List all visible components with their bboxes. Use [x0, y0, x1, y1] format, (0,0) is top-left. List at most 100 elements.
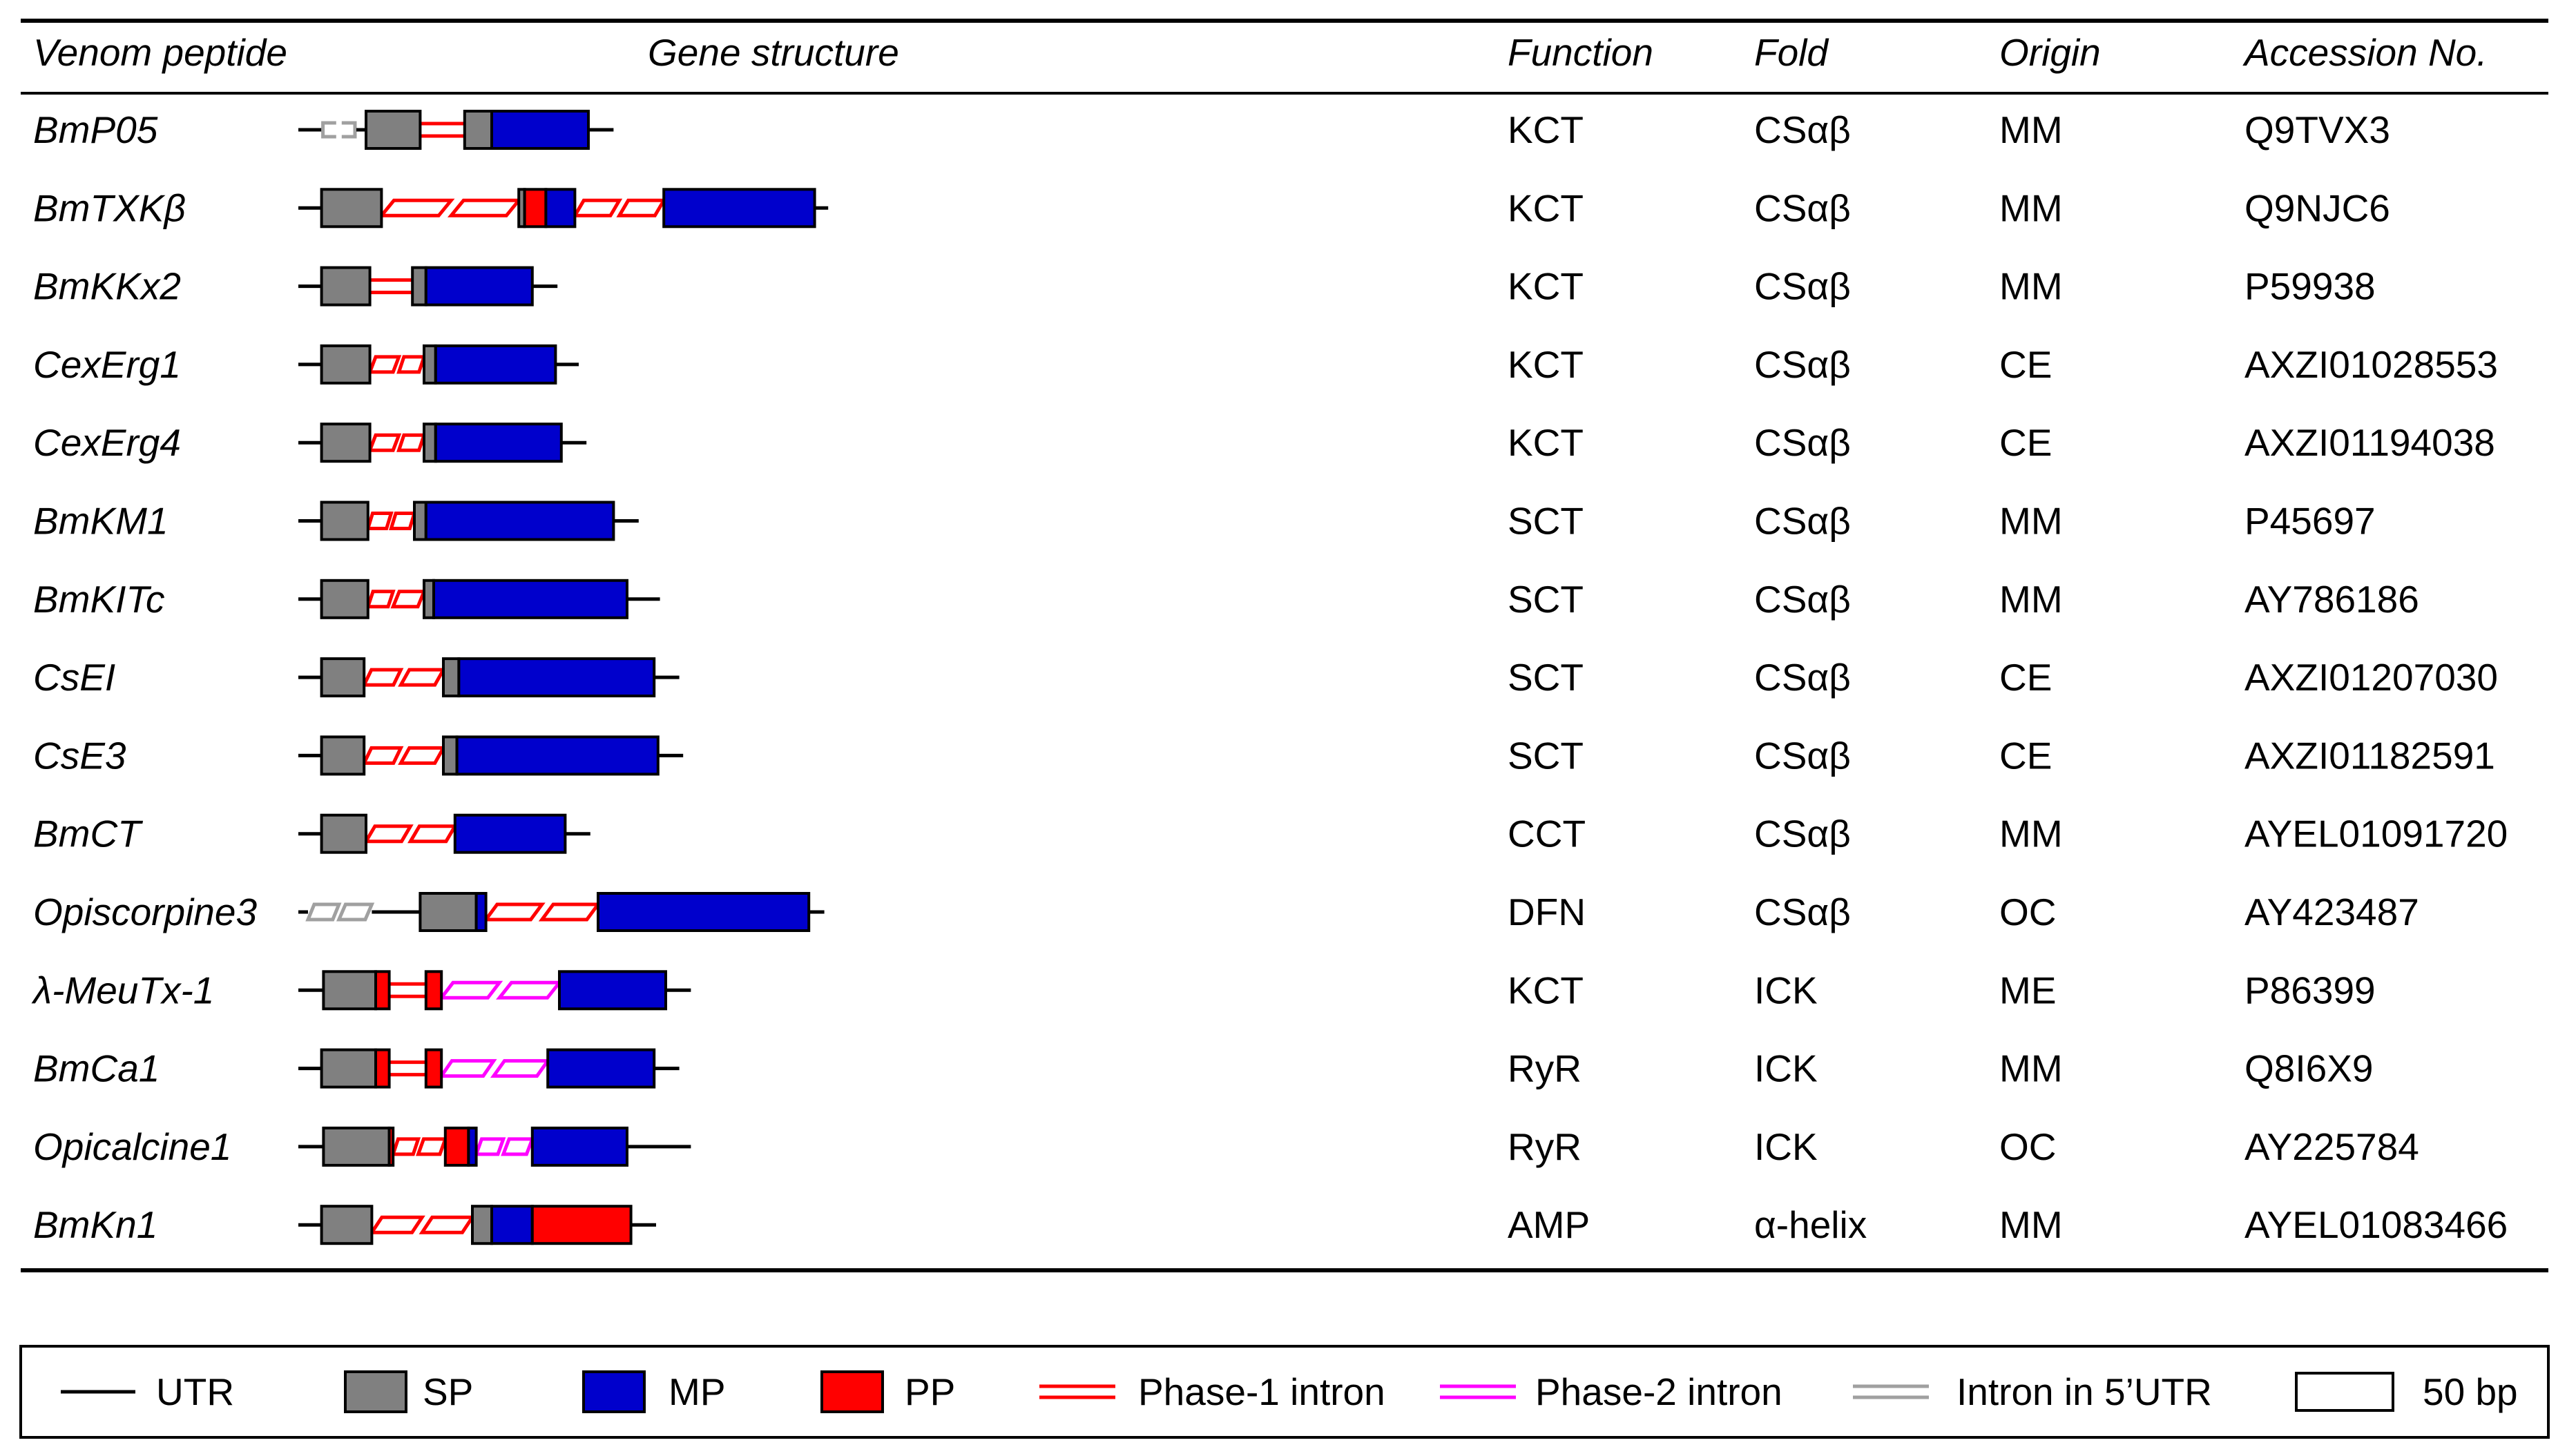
origin-cell: MM [1999, 186, 2063, 229]
peptide-name: Opicalcine1 [33, 1125, 231, 1168]
peptide-name: BmCa1 [33, 1047, 160, 1090]
segment-phase1-intron [616, 198, 667, 217]
table-row: BmKKx2 KCT CSαβ MM P59938 [33, 265, 2376, 308]
peptide-name: BmCT [33, 813, 143, 855]
legend-item-PP: PP [820, 1370, 955, 1413]
origin-cell: CE [1999, 734, 2052, 777]
fold-cell: CSαβ [1754, 813, 1851, 855]
segment-phase1-intron [398, 746, 447, 765]
legend-mp-swatch [582, 1370, 646, 1413]
function-cell: RyR [1508, 1125, 1581, 1168]
segment-mp-box [467, 1126, 478, 1167]
legend-sp-swatch [344, 1370, 407, 1413]
accession-cell: Q9TVX3 [2244, 108, 2390, 151]
peptide-name: BmKKx2 [33, 265, 181, 308]
function-cell: DFN [1508, 891, 1586, 933]
table-row: BmP05 KCT CSαβ MM Q9TVX3 [33, 108, 2390, 151]
origin-cell: CE [1999, 421, 2052, 464]
segment-sp-box [320, 735, 366, 776]
peptide-name: CsE3 [33, 734, 126, 777]
accession-cell: P59938 [2244, 265, 2376, 308]
segment-phase2-intron [474, 1137, 506, 1156]
segment-pp-box [387, 1126, 395, 1167]
origin-cell: MM [1999, 265, 2063, 308]
fold-cell: α-helix [1754, 1203, 1867, 1246]
segment-sp-box [320, 813, 368, 854]
function-cell: SCT [1508, 500, 1584, 543]
segment-pp-box [424, 970, 443, 1011]
gene-structure-track [298, 892, 825, 932]
gene-structure-track [298, 813, 590, 854]
origin-cell: MM [1999, 1203, 2063, 1246]
table-row: BmCT CCT CSαβ MM AYEL01091720 [33, 813, 2508, 855]
function-cell: CCT [1508, 813, 1586, 855]
fold-cell: CSαβ [1754, 500, 1851, 543]
origin-cell: MM [1999, 1047, 2063, 1090]
origin-cell: MM [1999, 813, 2063, 855]
segment-phase1-intron [398, 668, 447, 687]
function-cell: KCT [1508, 265, 1584, 308]
legend-item-SP: SP [344, 1370, 473, 1413]
table-row: BmKITc SCT CSαβ MM AY786186 [33, 578, 2419, 621]
segment-pp-box [443, 1126, 470, 1167]
fold-cell: CSαβ [1754, 891, 1851, 933]
legend-label: 50 bp [2423, 1370, 2518, 1413]
function-cell: KCT [1508, 421, 1584, 464]
table-row: BmTXKβ KCT CSαβ MM Q9NJC6 [33, 186, 2390, 229]
origin-cell: MM [1999, 108, 2063, 151]
gene-structure-track [298, 188, 829, 229]
segment-phase1-intron [447, 198, 523, 217]
gene-structure-track [298, 501, 639, 541]
segment-utr5-intron [305, 902, 342, 922]
segment-mp-box [546, 1048, 656, 1089]
legend-label: UTR [156, 1370, 234, 1413]
legend-scale-bar [2295, 1372, 2394, 1412]
table-row: BmCa1 RyR ICK MM Q8I6X9 [33, 1047, 2374, 1090]
table-row: CexErg1 KCT CSαβ CE AXZI01028553 [33, 343, 2498, 386]
segment-sp-box [320, 423, 372, 463]
origin-cell: CE [1999, 343, 2052, 386]
segment-sp-box [320, 266, 372, 307]
function-cell: KCT [1508, 108, 1584, 151]
function-cell: SCT [1508, 578, 1584, 621]
segment-phase1-intron [365, 512, 394, 530]
legend-intron1-swatch [1039, 1384, 1115, 1399]
segment-utr5-intron [336, 902, 375, 922]
peptide-name: BmTXKβ [33, 186, 186, 229]
segment-mp-box [597, 892, 811, 932]
segment-mp-box [432, 579, 628, 619]
gene-structure-track [298, 110, 614, 150]
origin-cell: CE [1999, 656, 2052, 699]
fold-cell: CSαβ [1754, 343, 1851, 386]
segment-mp-box [544, 188, 577, 229]
function-cell: SCT [1508, 734, 1584, 777]
gene-structure-track [298, 344, 579, 385]
legend-intron2-swatch [1440, 1384, 1516, 1399]
fold-cell: CSαβ [1754, 734, 1851, 777]
peptide-name: λ-MeuTx-1 [31, 969, 214, 1011]
segment-sp-box [320, 188, 383, 229]
peptide-name: BmKM1 [33, 500, 169, 543]
peptide-name: BmP05 [33, 108, 158, 151]
segment-mp-box [530, 1126, 628, 1167]
segment-pp-box [424, 1048, 443, 1089]
table-body: BmP05 KCT CSαβ MM Q9TVX3 BmTXKβ KCT CSαβ MM Q9NJC… [31, 108, 2508, 1246]
legend-item-intron1: Phase-1 intron [1039, 1370, 1385, 1413]
accession-cell: AYEL01083466 [2244, 1203, 2508, 1246]
segment-phase1-intron [361, 668, 404, 687]
segment-phase1-intron [389, 1060, 426, 1077]
gene-structure-track [298, 266, 558, 307]
table-row: CexErg4 KCT CSαβ CE AXZI01194038 [33, 421, 2495, 464]
peptide-name: Opiscorpine3 [33, 891, 257, 933]
segment-sp-box [463, 110, 493, 150]
legend: UTR SP MP PP Phase-1 intron Phase-2 intron Int… [61, 1370, 2518, 1413]
fold-cell: CSαβ [1754, 108, 1851, 151]
origin-cell: ME [1999, 969, 2057, 1011]
segment-phase1-intron [390, 1137, 421, 1156]
segment-mp-box [455, 735, 660, 776]
peptide-name: BmKn1 [33, 1203, 157, 1246]
legend-label: Intron in 5’UTR [1957, 1370, 2212, 1413]
segment-phase1-intron [396, 433, 427, 452]
legend-item-scale: 50 bp [2295, 1370, 2518, 1413]
